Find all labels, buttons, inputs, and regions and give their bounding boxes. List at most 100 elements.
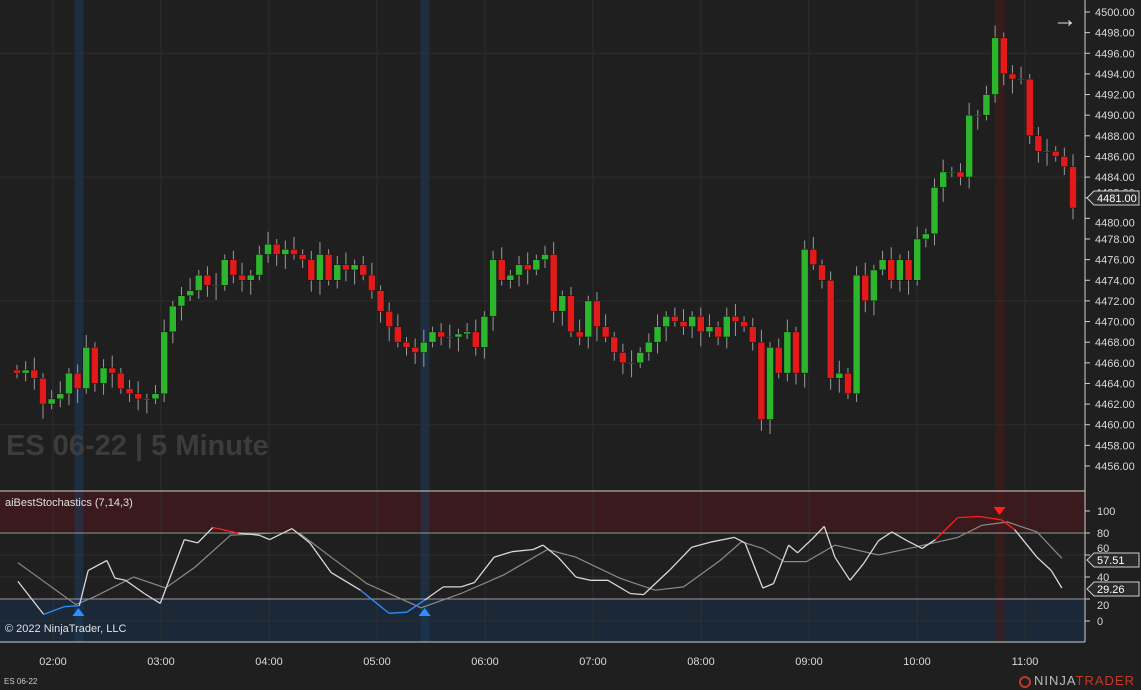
price-tick-label: 4468.00: [1095, 337, 1135, 349]
stoch-k-segment: [269, 528, 293, 541]
candle-body: [177, 295, 186, 307]
candle-body: [1069, 166, 1077, 209]
stoch-k-segment: [64, 604, 80, 608]
stoch-k-segment: [1000, 519, 1016, 531]
logo-text-left: NINJA: [1033, 673, 1076, 688]
price-tick-label: 4472.00: [1095, 296, 1135, 308]
candle-body: [870, 269, 878, 302]
stoch-k-segment: [143, 592, 161, 604]
candle-body: [342, 264, 350, 271]
price-tick-label: 4460.00: [1095, 420, 1135, 432]
stoch-k-segment: [957, 515, 980, 519]
candle-body: [757, 341, 766, 420]
price-tick-label: 4494.00: [1095, 69, 1135, 81]
stoch-k-segment: [424, 586, 444, 601]
candle-body: [974, 114, 982, 117]
candle-body: [402, 341, 411, 348]
candle-body: [913, 238, 921, 281]
candle-body: [350, 264, 359, 271]
candle-body: [679, 321, 688, 327]
stoch-k-segment: [473, 556, 495, 583]
candle-body: [368, 274, 376, 291]
candle-body: [904, 259, 913, 281]
candle-body: [922, 233, 930, 240]
candle-body: [731, 316, 740, 322]
indicator-tick-label: 40: [1097, 572, 1109, 584]
candle-body: [91, 347, 99, 384]
candle-body: [835, 372, 844, 379]
stoch-k-segment: [823, 526, 836, 558]
time-tick-label: 07:00: [579, 656, 607, 668]
stoch-k-segment: [906, 540, 923, 549]
price-tick-label: 4492.00: [1095, 90, 1135, 102]
stoch-d-value-label: 57.51: [1097, 555, 1125, 567]
indicator-tick-label: 80: [1097, 528, 1109, 540]
stoch-k-segment: [834, 556, 851, 581]
candle-body: [333, 264, 342, 281]
candle-body: [601, 326, 610, 338]
signal-band: [995, 0, 1005, 642]
candle-body: [21, 369, 30, 374]
stoch-k-segment: [43, 606, 65, 616]
time-tick-label: 11:00: [1012, 656, 1039, 668]
candle-body: [497, 259, 506, 281]
candle-body: [1060, 156, 1069, 168]
price-tick-label: 4500.00: [1095, 7, 1135, 19]
candle-body: [298, 254, 307, 260]
stoch-k-segment: [212, 526, 238, 534]
candle-body: [316, 254, 324, 281]
instrument-label: ES 06-22: [4, 677, 38, 686]
candle-body: [255, 254, 264, 276]
stoch-k-segment: [388, 611, 407, 614]
candle-body: [1034, 135, 1043, 152]
stoch-k-value-label: 29.26: [1097, 584, 1125, 596]
candle-body: [195, 274, 203, 291]
stoch-k-segment: [630, 592, 644, 596]
overbought-zone: [0, 491, 1085, 531]
stoch-k-segment: [643, 569, 670, 596]
candle-body: [30, 369, 39, 379]
candle-body: [671, 316, 679, 322]
candle-body: [965, 114, 973, 178]
price-tick-label: 4466.00: [1095, 358, 1135, 370]
stoch-k-segment: [309, 542, 332, 573]
stoch-k-segment: [87, 559, 108, 571]
stoch-k-segment: [788, 544, 798, 554]
candle-body: [246, 274, 255, 281]
price-tick-label: 4490.00: [1095, 110, 1135, 122]
candle-body: [376, 290, 385, 312]
stoch-k-segment: [1014, 529, 1038, 558]
stoch-k-segment: [978, 515, 1002, 521]
price-tick-label: 4478.00: [1095, 234, 1135, 246]
candle-body: [627, 362, 636, 365]
price-tick-label: 4486.00: [1095, 151, 1135, 163]
candle-body: [783, 331, 792, 374]
stoch-k-segment: [711, 536, 735, 543]
stoch-k-segment: [114, 577, 126, 581]
candle-body: [705, 326, 714, 333]
candle-body: [800, 249, 809, 374]
candle-body: [723, 316, 731, 338]
candle-body: [766, 347, 774, 420]
candle-body: [420, 341, 428, 353]
price-tick-label: 4484.00: [1095, 172, 1135, 184]
stoch-k-segment: [258, 534, 271, 541]
candle-body: [1051, 151, 1060, 157]
candle-body: [826, 280, 835, 379]
candle-body: [39, 378, 47, 405]
stoch-d-value-label-box: [1086, 552, 1140, 568]
price-tick-label: 4464.00: [1095, 378, 1135, 390]
buy-signal-triangle-icon: [72, 608, 85, 616]
stoch-k-segment: [1050, 570, 1063, 589]
stoch-k-segment: [197, 527, 214, 544]
stoch-k-segment: [607, 579, 631, 595]
arrow-right-icon[interactable]: →: [1053, 6, 1077, 33]
candle-body: [558, 295, 567, 312]
candle-body: [653, 326, 662, 343]
time-tick-label: 06:00: [471, 656, 499, 668]
stoch-k-segment: [106, 560, 116, 579]
candle-body: [930, 187, 939, 235]
stoch-k-segment: [812, 525, 825, 539]
candle-body: [1017, 78, 1025, 81]
